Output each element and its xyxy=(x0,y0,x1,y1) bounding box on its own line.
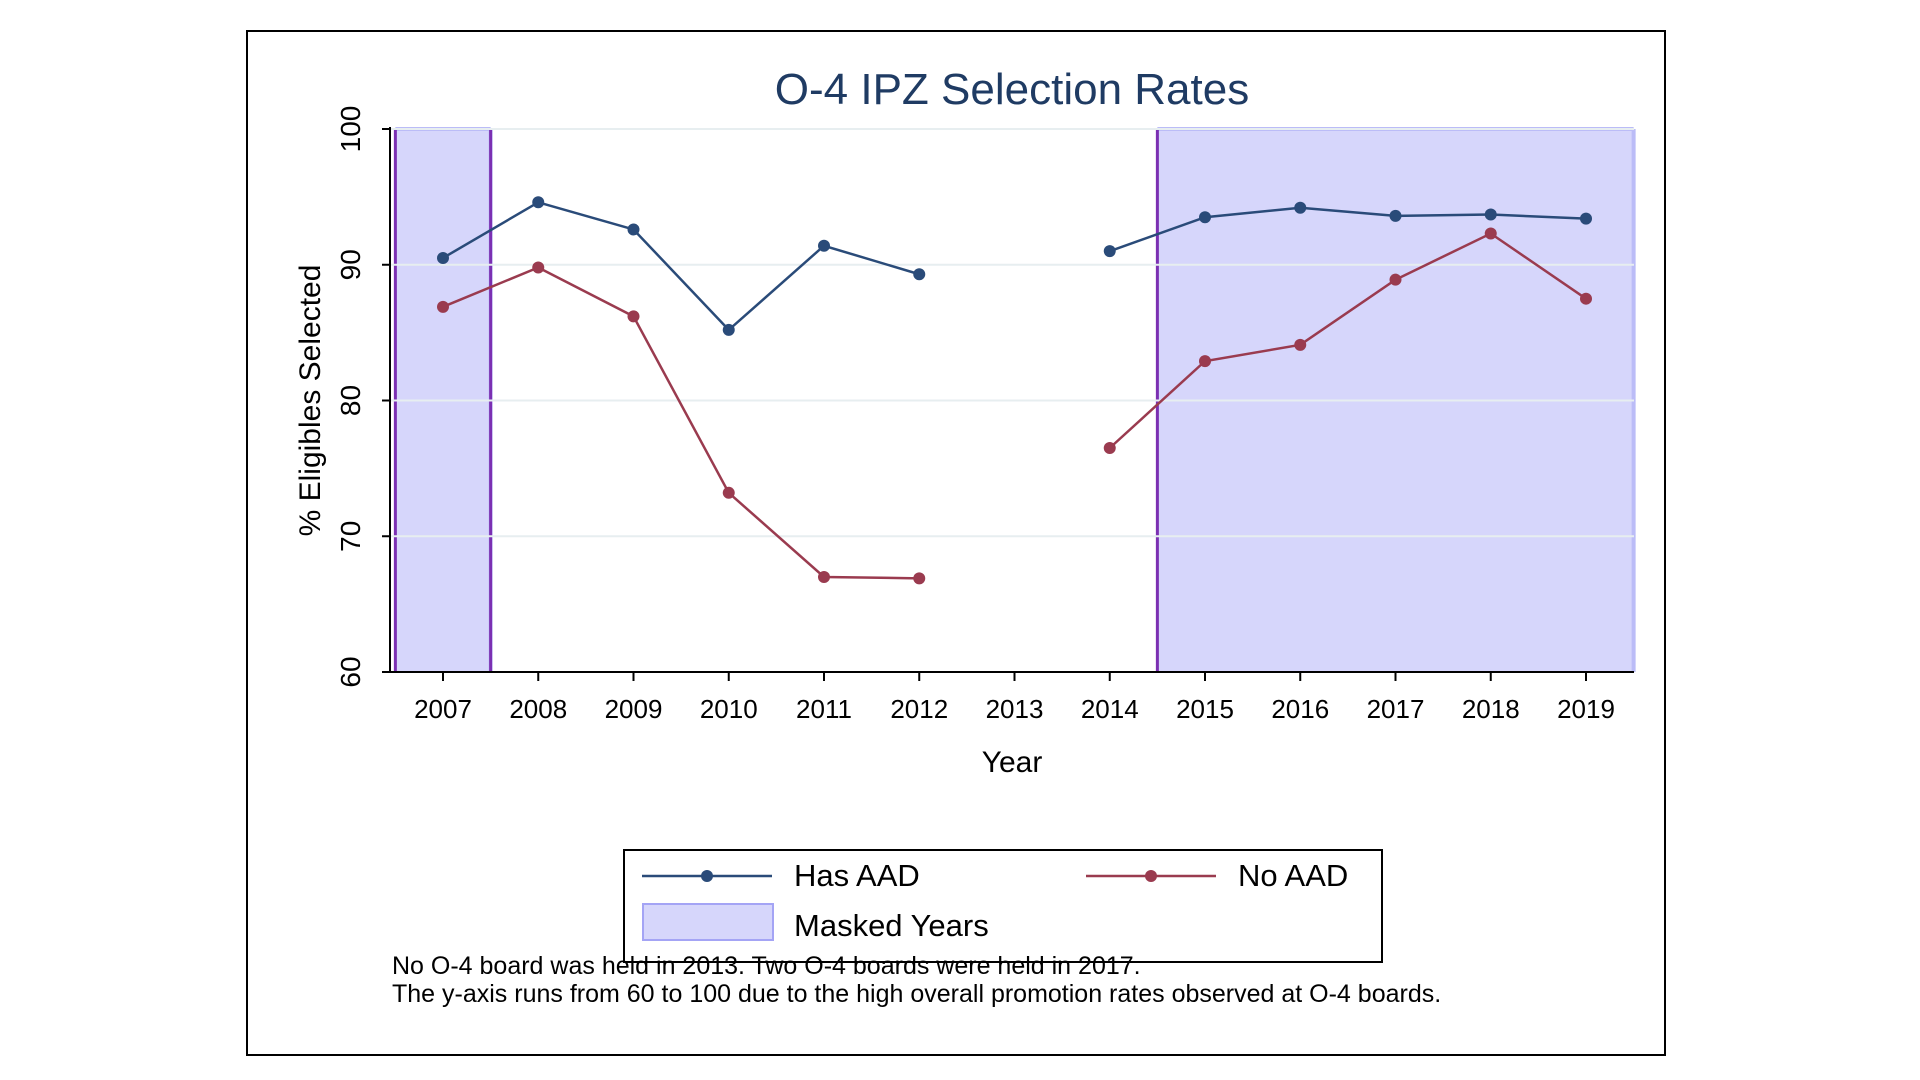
data-point-has-aad-2018 xyxy=(1484,208,1497,221)
y-tick-label: 60 xyxy=(335,656,366,687)
data-point-no-aad-2012 xyxy=(913,572,926,585)
y-tick-label: 100 xyxy=(335,106,366,153)
series-layer xyxy=(437,196,1592,585)
data-point-no-aad-2016 xyxy=(1294,338,1307,351)
data-point-no-aad-2010 xyxy=(722,486,735,499)
legend: Has AAD No AAD Masked Years xyxy=(623,849,1383,963)
x-tick-label: 2013 xyxy=(986,694,1044,724)
x-tick-label: 2019 xyxy=(1557,694,1615,724)
legend-label-no-aad: No AAD xyxy=(1238,858,1348,893)
chart-svg: 60 70 80 90 100 2007 2008 2009 2010 2011 2012 2013 2… xyxy=(294,65,1636,963)
legend-label-masked: Masked Years xyxy=(794,908,989,943)
y-axis-label: % Eligibles Selected xyxy=(294,265,327,537)
footnote-2: The y-axis runs from 60 to 100 due to th… xyxy=(392,980,1442,1008)
data-point-no-aad-2011 xyxy=(818,570,830,583)
legend-swatch-masked xyxy=(642,903,774,941)
data-point-no-aad-2018 xyxy=(1484,227,1497,240)
labels-layer: 60 70 80 90 100 2007 2008 2009 2010 2011 2012 2013 2… xyxy=(294,65,1615,779)
x-tick-label: 2014 xyxy=(1081,694,1139,724)
x-tick-label: 2010 xyxy=(700,694,758,724)
axes xyxy=(382,127,1634,681)
y-tick-label: 70 xyxy=(335,521,366,552)
x-tick-label: 2011 xyxy=(796,694,852,724)
data-point-no-aad-2014 xyxy=(1103,442,1116,455)
series-line-no-aad-segment-0 xyxy=(442,266,920,580)
x-tick-label: 2008 xyxy=(509,694,567,724)
chart-title: O-4 IPZ Selection Rates xyxy=(775,65,1249,114)
data-point-has-aad-2008 xyxy=(532,196,545,209)
data-point-has-aad-2007 xyxy=(437,251,449,264)
data-point-has-aad-2010 xyxy=(722,323,735,336)
data-point-has-aad-2019 xyxy=(1580,212,1592,225)
data-point-no-aad-2015 xyxy=(1199,355,1211,368)
data-point-no-aad-2017 xyxy=(1389,273,1402,286)
x-tick-label: 2012 xyxy=(890,694,948,724)
data-point-no-aad-2009 xyxy=(627,310,640,323)
data-point-has-aad-2011 xyxy=(818,239,830,252)
series-line-has-aad-segment-0 xyxy=(442,200,920,332)
x-tick-label: 2017 xyxy=(1367,694,1425,724)
data-point-has-aad-2012 xyxy=(913,268,926,281)
y-tick-label: 90 xyxy=(335,249,366,280)
x-tick-label: 2016 xyxy=(1271,694,1329,724)
y-tick-label: 80 xyxy=(335,385,366,416)
legend-swatch-marker-has-aad xyxy=(701,870,713,882)
data-point-has-aad-2014 xyxy=(1103,245,1116,258)
x-tick-label: 2007 xyxy=(414,694,472,724)
footnote-1: No O-4 board was held in 2013. Two O-4 b… xyxy=(392,952,1141,980)
data-point-no-aad-2008 xyxy=(532,261,545,274)
data-point-has-aad-2016 xyxy=(1294,201,1307,214)
x-tick-label: 2018 xyxy=(1462,694,1520,724)
grid-lines xyxy=(390,128,1634,538)
series-line-no-aad-segment-1 xyxy=(1108,232,1587,449)
data-point-has-aad-2009 xyxy=(627,223,640,236)
data-point-no-aad-2007 xyxy=(437,300,449,313)
legend-swatch-marker-no-aad xyxy=(1145,870,1157,882)
x-tick-label: 2009 xyxy=(605,694,663,724)
x-axis-label: Year xyxy=(982,746,1043,779)
data-point-no-aad-2019 xyxy=(1580,292,1592,305)
chart-frame: 60 70 80 90 100 2007 2008 2009 2010 2011 2012 2013 2… xyxy=(246,30,1666,1056)
data-point-has-aad-2017 xyxy=(1389,209,1402,222)
data-point-has-aad-2015 xyxy=(1199,211,1211,224)
series-line-has-aad-segment-1 xyxy=(1109,206,1587,253)
legend-label-has-aad: Has AAD xyxy=(794,858,920,893)
x-tick-label: 2015 xyxy=(1176,694,1234,724)
